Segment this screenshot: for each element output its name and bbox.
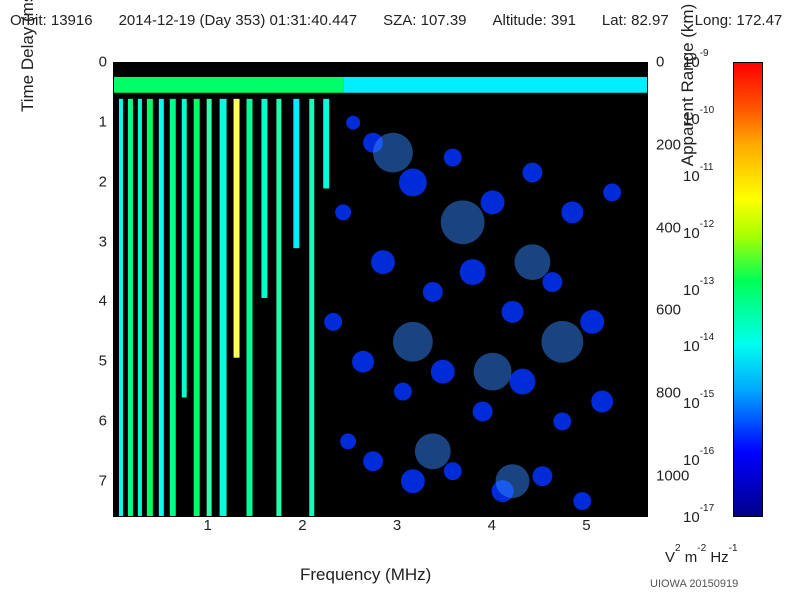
long-field: Long: 172.47 [695,12,783,29]
cbar-tick-0: 10-9 [683,53,709,71]
cbar-tick-4: 10-13 [683,281,714,299]
x-tick-4: 4 [488,517,496,534]
x-tick-2: 2 [298,517,306,534]
colorbar-units-label: V2 m-2 Hz-1 [665,548,738,566]
y-tick-0: 0 [99,54,107,71]
y-tick-6: 6 [99,413,107,430]
spectrogram-plot[interactable] [113,62,648,517]
y2-tick-4: 800 [656,384,681,401]
colorbar-ticks: 10-9 10-10 10-11 10-12 10-13 10-14 10-15… [733,62,800,517]
cbar-tick-2: 10-11 [683,167,713,185]
y-tick-7: 7 [99,473,107,490]
credit-text: UIOWA 20150919 [650,578,738,590]
y-axis-title: Time Delay (ms) [18,0,38,150]
y-tick-5: 5 [99,353,107,370]
altitude-field: Altitude: 391 [493,12,576,29]
cbar-tick-6: 10-15 [683,394,714,412]
x-axis-title: Frequency (MHz) [300,565,431,585]
cbar-tick-1: 10-10 [683,110,714,128]
y-tick-1: 1 [99,113,107,130]
y2-tick-3: 600 [656,301,681,318]
x-axis-ticks: 1 2 3 4 5 [113,517,648,537]
cbar-tick-8: 10-17 [683,508,714,526]
x-tick-3: 3 [393,517,401,534]
y2-tick-5: 1000 [656,467,689,484]
sza-field: SZA: 107.39 [383,12,466,29]
cbar-tick-5: 10-14 [683,337,714,355]
cbar-tick-3: 10-12 [683,224,714,242]
date-field: 2014-12-19 (Day 353) 01:31:40.447 [119,12,358,29]
y2-tick-0: 0 [656,54,664,71]
spectrogram-svg [114,63,647,516]
x-tick-1: 1 [204,517,212,534]
y-tick-4: 4 [99,293,107,310]
y2-tick-2: 400 [656,219,681,236]
spectrogram-page: Orbit: 13916 2014-12-19 (Day 353) 01:31:… [0,0,800,600]
lat-field: Lat: 82.97 [602,12,669,29]
y2-axis-ticks: 0 200 400 600 800 1000 [648,62,678,517]
y-tick-3: 3 [99,233,107,250]
cbar-tick-7: 10-16 [683,451,714,469]
x-tick-5: 5 [582,517,590,534]
y-tick-2: 2 [99,173,107,190]
header-info-row: Orbit: 13916 2014-12-19 (Day 353) 01:31:… [10,12,790,29]
y2-axis-title: Apparent Range (km) [678,0,698,185]
y-axis-ticks: 0 1 2 3 4 5 6 7 [90,62,113,517]
